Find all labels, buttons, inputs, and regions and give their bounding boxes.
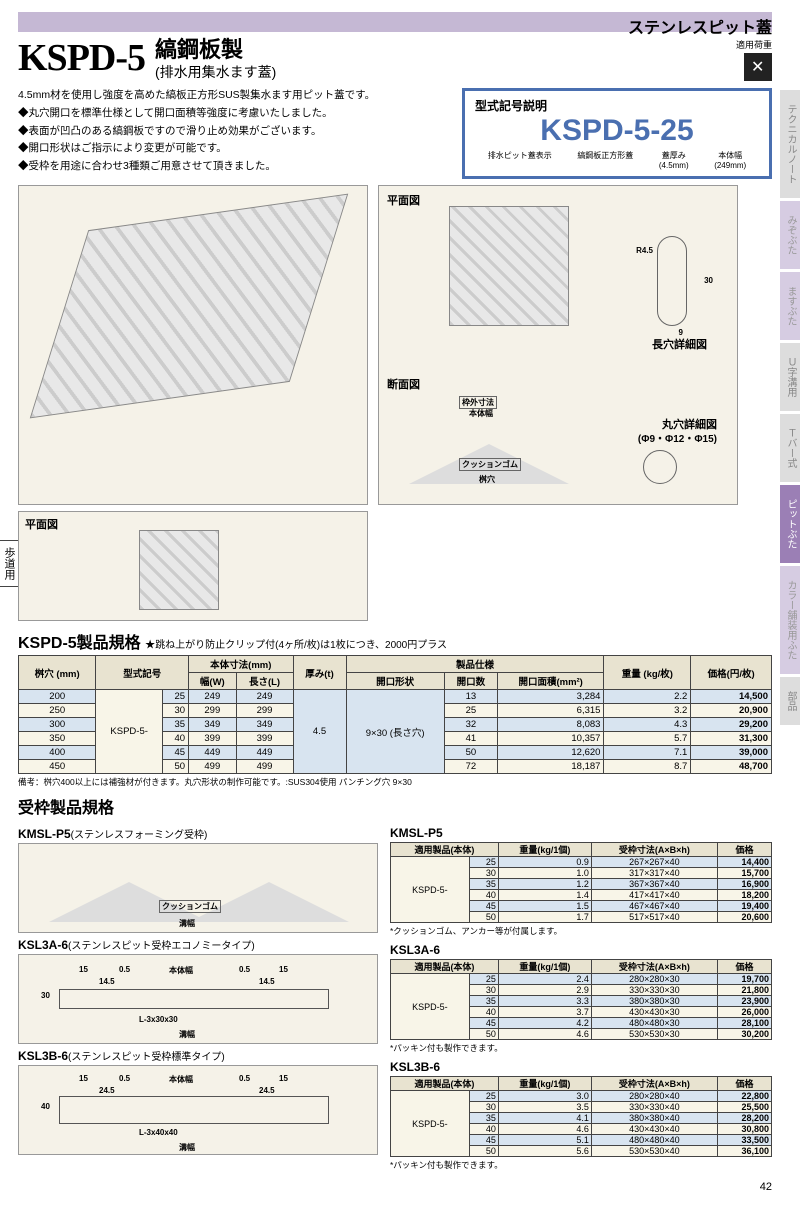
intro-lead: 4.5mm材を使用し強度を高めた縞板正方形SUS製集水ます用ピット蓋です。 [18,88,452,104]
side-tab[interactable]: Ｔバー式 [780,414,800,482]
frame-diagram: 15 0.5 本体幅 0.5 15 24.5 24.5 40 L-3x40x40… [18,1065,378,1155]
model-box-title: 型式記号説明 [475,97,759,114]
header: KSPD-5 縞鋼板製 (排水用集水ます蓋) ステンレスピット蓋 適用荷重 [18,36,772,82]
frame-table-title: KMSL-P5 [390,826,772,840]
frame-note: *パッキン付も製作できます。 [390,1042,772,1054]
model-part: 本体幅(249mm) [714,150,746,170]
intro-bullet: ◆受枠を用途に合わせ3種類ご用意させて頂きました。 [18,159,452,175]
model-title: KSPD-5 [18,36,145,80]
pit-label: 桝穴 [479,474,495,485]
side-tab[interactable]: テクニカルノート [780,90,800,198]
r45-label: R4.5 [636,246,653,255]
material-title: 縞鋼板製 [155,38,276,62]
model-part: 排水ピット蓋表示 [488,150,552,170]
frames-title: 受枠製品規格 [18,794,772,818]
side-tabs: テクニカルノートみぞぶたますぶた Ｕ字溝用 Ｔバー式ピットぶたカラー舗装用ふた部品 [780,90,800,728]
frame-diagram-title: KMSL-P5(ステンレスフォーミング受枠) [18,826,378,841]
load-label: 適用荷重 [628,38,772,51]
body-width-label: 本体幅 [469,408,493,419]
side-tab[interactable]: ピットぶた [780,485,800,563]
side-tab[interactable]: ますぶた [780,272,800,340]
cushion-label: クッションゴム [459,458,521,471]
plan-label-2: 平面図 [387,192,420,208]
model-box: 型式記号説明 KSPD-5-25 排水ピット蓋表示 縞鋼板正方形蓋 蓋厚み(4.5m… [462,88,772,179]
spec-table: 桝穴 (mm)型式記号本体寸法(mm)厚み(t)製品仕様重量 (kg/枚)価格(… [18,655,772,774]
frame-table: 適用製品(本体)重量(kg/1個)受枠寸法(A×B×h)価格KSPD-5-250… [390,842,772,923]
model-code: KSPD-5-25 [475,114,759,148]
side-tab[interactable]: Ｕ字溝用 [780,343,800,411]
frame-table-title: KSL3A-6 [390,943,772,957]
frame-diagram: 15 0.5 本体幅 0.5 15 14.5 14.5 30 L-3x30x30… [18,954,378,1044]
subtitle: (排水用集水ます蓋) [155,62,276,82]
diagram-photo [18,185,368,505]
page-number: 42 [18,1181,772,1193]
frame-table: 適用製品(本体)重量(kg/1個)受枠寸法(A×B×h)価格KSPD-5-252… [390,959,772,1040]
frame-table: 適用製品(本体)重量(kg/1個)受枠寸法(A×B×h)価格KSPD-5-253… [390,1076,772,1157]
plan-label: 平面図 [25,516,58,532]
section-label: 断面図 [387,376,420,392]
frame-note: *クッションゴム、アンカー等が付属します。 [390,925,772,937]
frame-note: *パッキン付も製作できます。 [390,1159,772,1171]
walk-tag: 歩道用 [0,540,20,587]
diagram-plan-small: 平面図 [18,511,368,621]
slot-detail-label: 長穴詳細図 [652,336,707,352]
side-tab[interactable]: 部品 [780,677,800,725]
spec-title: KSPD-5製品規格 ★跳ね上がり防止クリップ付(4ヶ所/枚)は1枚につき、20… [18,629,772,653]
frame-diagram-title: KSL3B-6(ステンレスピット受枠標準タイプ) [18,1048,378,1063]
d9-label: 9 [679,328,683,337]
model-part: 蓋厚み(4.5mm) [659,150,689,170]
round-sizes: (Φ9・Φ12・Φ15) [638,430,717,445]
frame-diagram: クッションゴム 溝幅 [18,843,378,933]
spec-note: ★跳ね上がり防止クリップ付(4ヶ所/枚)は1枚につき、2000円プラス [145,640,447,651]
intro-bullet: ◆表面が凹凸のある縞鋼板ですので滑り止め効果がございます。 [18,124,452,140]
pedestrian-icon [744,53,772,81]
intro-text: 4.5mm材を使用し強度を高めた縞板正方形SUS製集水ます用ピット蓋です。 ◆丸… [18,88,452,179]
side-tab[interactable]: カラー舗装用ふた [780,566,800,674]
frame-diagram-title: KSL3A-6(ステンレスピット受枠エコノミータイプ) [18,937,378,952]
intro-bullet: ◆開口形状はご指示により変更が可能です。 [18,141,452,157]
side-tab[interactable]: みぞぶた [780,201,800,269]
spec-footnote: 備考：桝穴400以上には補強材が付きます。丸穴形状の制作可能です。:SUS304… [18,776,772,788]
frame-table-title: KSL3B-6 [390,1060,772,1074]
diagram-technical: 平面図 長穴詳細図 R4.5 30 9 断面図 枠外寸法 本体幅 クッションゴム… [378,185,738,505]
intro-bullet: ◆丸穴開口を標準仕様として開口面積等強度に考慮いたしました。 [18,106,452,122]
model-part: 縞鋼板正方形蓋 [577,150,633,170]
d30-label: 30 [704,276,713,285]
category-label: ステンレスピット蓋 [628,14,772,38]
